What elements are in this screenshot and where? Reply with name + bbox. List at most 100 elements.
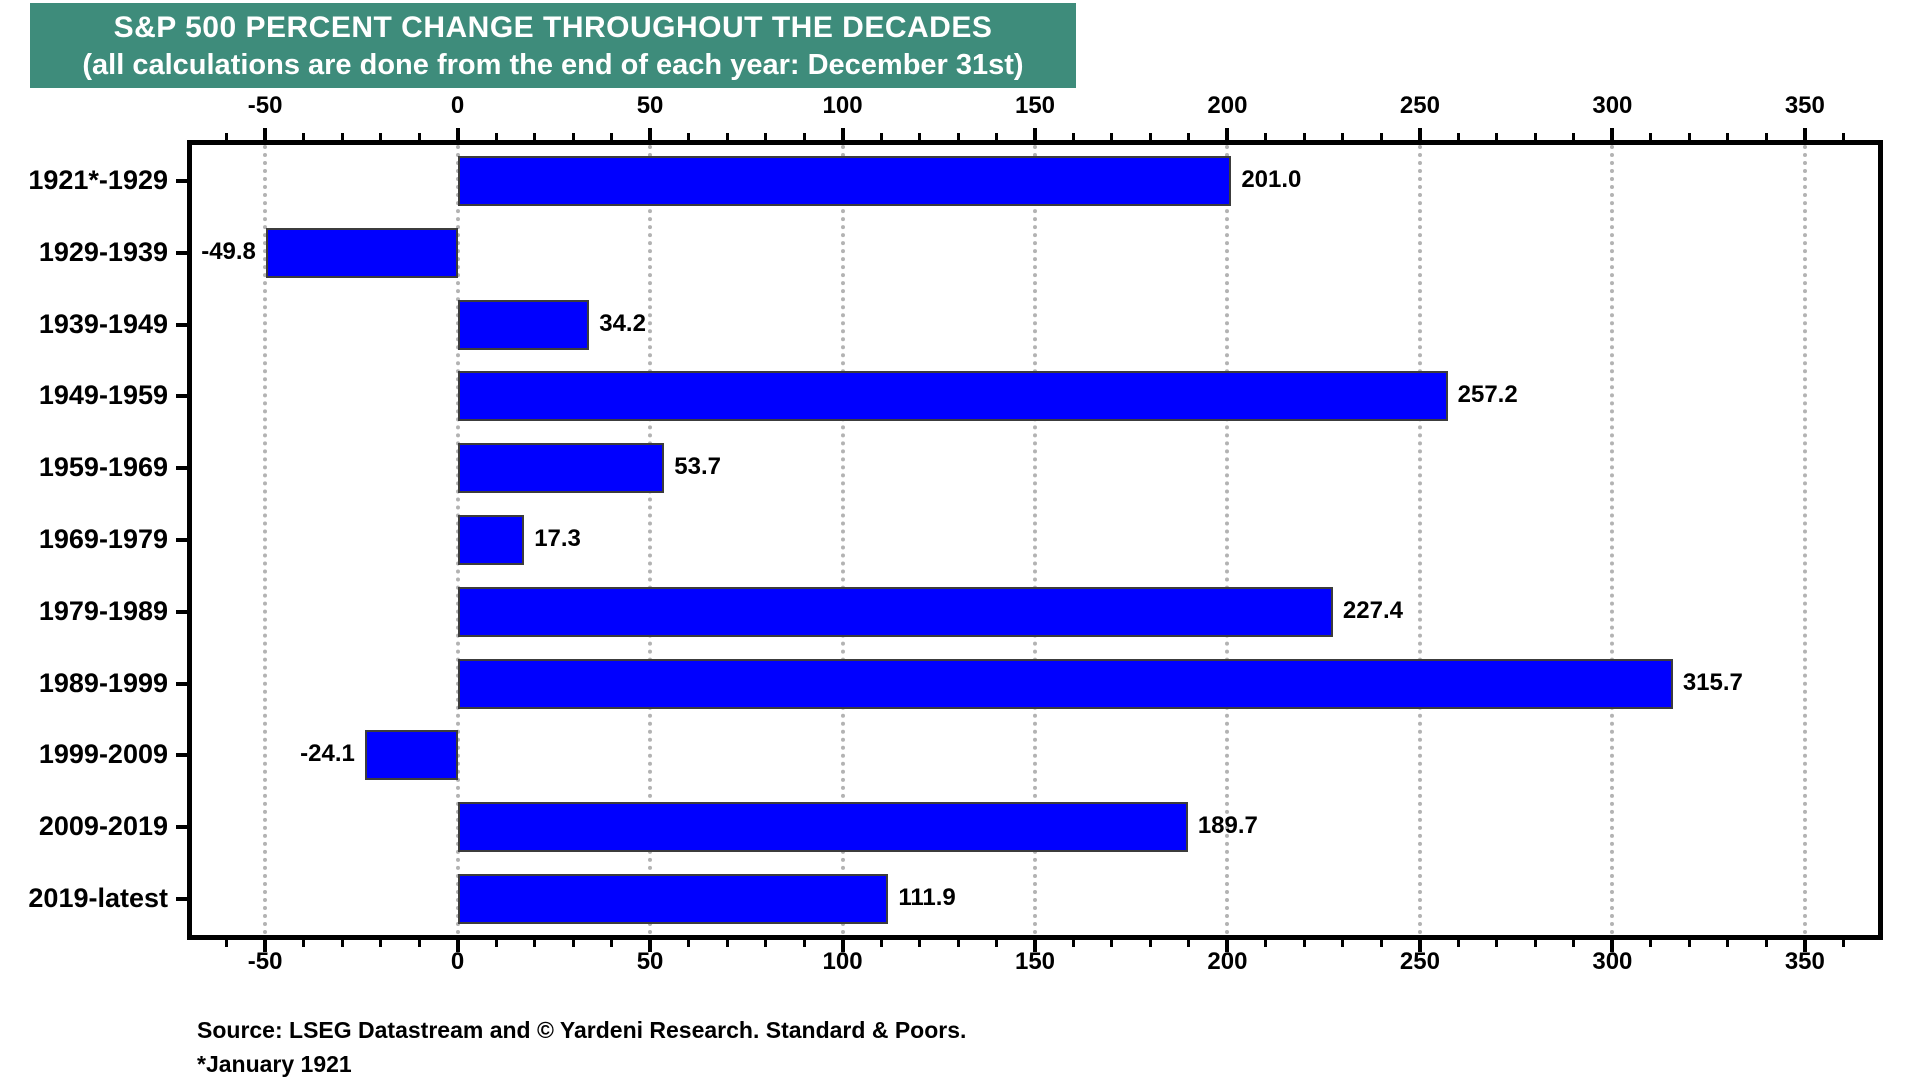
x-minor-tick-bottom — [918, 940, 922, 947]
x-tick-label-top: 0 — [450, 92, 465, 119]
x-minor-tick-bottom — [1341, 940, 1345, 947]
x-minor-tick-bottom — [802, 940, 806, 947]
x-minor-tick-top — [725, 133, 729, 140]
x-minor-tick-top — [417, 133, 421, 140]
footnote-text: *January 1921 — [197, 1051, 352, 1077]
x-minor-tick-top — [879, 133, 883, 140]
y-category-tick — [176, 250, 187, 255]
x-minor-tick-top — [687, 133, 691, 140]
bar — [457, 658, 1673, 709]
source-text: Source: LSEG Datastream and © Yardeni Re… — [197, 1017, 967, 1043]
x-minor-tick-bottom — [1572, 940, 1576, 947]
x-minor-tick-bottom — [494, 940, 498, 947]
x-minor-tick-bottom — [956, 940, 960, 947]
x-tick-label-bottom: 250 — [1399, 948, 1440, 975]
chart-title: S&P 500 PERCENT CHANGE THROUGHOUT THE DE… — [113, 10, 993, 44]
y-category-tick — [176, 538, 187, 542]
x-minor-tick-top — [1572, 133, 1576, 140]
x-minor-tick-top — [764, 133, 768, 140]
bar — [457, 802, 1188, 853]
x-minor-tick-top — [1264, 133, 1268, 140]
bar-value-label: 227.4 — [1342, 596, 1403, 624]
x-minor-tick-bottom — [1379, 940, 1383, 947]
x-minor-tick-bottom — [995, 940, 998, 947]
bar-value-label: 34.2 — [599, 309, 646, 337]
x-minor-tick-top — [494, 133, 498, 140]
x-minor-tick-bottom — [302, 940, 306, 947]
x-minor-tick-top — [1302, 133, 1306, 140]
y-category-tick — [176, 897, 187, 902]
gridline — [1802, 145, 1807, 935]
x-minor-tick-top — [533, 133, 537, 140]
gridline — [1033, 145, 1037, 935]
x-minor-tick-top — [1187, 133, 1191, 140]
y-category-tick — [176, 178, 187, 183]
x-minor-tick-top — [1533, 133, 1537, 140]
title-banner: S&P 500 PERCENT CHANGE THROUGHOUT THE DE… — [30, 3, 1076, 88]
x-minor-tick-bottom — [1187, 940, 1191, 947]
x-tick-label-bottom: 150 — [1014, 948, 1056, 975]
footer-notes: Source: LSEG Datastream and © Yardeni Re… — [197, 1013, 966, 1080]
x-minor-tick-top — [1764, 133, 1768, 140]
x-major-tick-bottom — [1802, 940, 1807, 952]
category-label: 1969-1979 — [38, 524, 168, 554]
category-label: 1979-1989 — [38, 595, 168, 626]
x-minor-tick-top — [802, 133, 806, 140]
x-minor-tick-top — [918, 133, 922, 140]
x-tick-label-top: 50 — [636, 92, 664, 119]
bar-value-label: -24.1 — [300, 740, 355, 768]
y-category-tick — [176, 753, 187, 758]
category-label: 1999-2009 — [38, 739, 168, 770]
x-minor-tick-bottom — [1302, 940, 1306, 947]
x-tick-label-bottom: 50 — [636, 948, 664, 975]
category-label: 1989-1999 — [38, 667, 168, 698]
x-major-tick-top — [1033, 128, 1037, 140]
x-tick-label-top: 250 — [1399, 92, 1440, 119]
bar — [364, 730, 458, 781]
category-label: 1939-1949 — [38, 308, 168, 339]
x-major-tick-top — [263, 128, 268, 140]
x-minor-tick-top — [1148, 133, 1152, 140]
x-minor-tick-top — [1071, 133, 1075, 140]
x-major-tick-bottom — [1225, 940, 1230, 952]
category-label: 1949-1959 — [38, 380, 168, 411]
x-minor-tick-bottom — [764, 940, 768, 947]
x-minor-tick-top — [1110, 133, 1114, 140]
y-category-tick — [176, 681, 187, 686]
bar-value-label: 111.9 — [898, 884, 956, 912]
category-label: 2009-2019 — [38, 811, 168, 842]
x-minor-tick-top — [1841, 133, 1845, 140]
bar-value-label: 201.0 — [1241, 165, 1302, 193]
x-major-tick-top — [1417, 128, 1422, 140]
x-major-tick-bottom — [455, 940, 460, 952]
x-tick-label-top: 150 — [1014, 92, 1056, 119]
x-minor-tick-top — [379, 133, 383, 140]
bar — [457, 371, 1448, 422]
x-minor-tick-top — [1379, 133, 1383, 140]
x-tick-label-bottom: 200 — [1207, 948, 1248, 975]
x-minor-tick-top — [1341, 133, 1345, 140]
gridline — [1225, 145, 1230, 935]
x-minor-tick-bottom — [571, 940, 575, 947]
x-minor-tick-bottom — [1687, 940, 1691, 947]
bar — [265, 227, 458, 278]
x-minor-tick-bottom — [610, 940, 614, 947]
x-tick-label-top: -50 — [247, 92, 283, 119]
x-tick-label-bottom: 100 — [822, 948, 863, 975]
x-minor-tick-top — [1649, 133, 1653, 140]
x-minor-tick-top — [610, 133, 614, 140]
x-minor-tick-bottom — [725, 940, 729, 947]
x-minor-tick-bottom — [379, 940, 383, 947]
x-major-tick-bottom — [840, 940, 845, 952]
x-minor-tick-bottom — [1071, 940, 1075, 947]
category-label: 2019-latest — [28, 883, 168, 914]
gridline — [648, 145, 653, 935]
x-minor-tick-top — [571, 133, 575, 140]
x-tick-label-bottom: 350 — [1784, 948, 1825, 975]
chart-subtitle: (all calculations are done from the end … — [82, 48, 1024, 81]
x-major-tick-top — [840, 128, 845, 140]
x-minor-tick-bottom — [340, 940, 344, 947]
x-tick-label-bottom: 300 — [1592, 948, 1633, 975]
x-tick-label-top: 300 — [1592, 92, 1633, 119]
x-minor-tick-bottom — [687, 940, 691, 947]
